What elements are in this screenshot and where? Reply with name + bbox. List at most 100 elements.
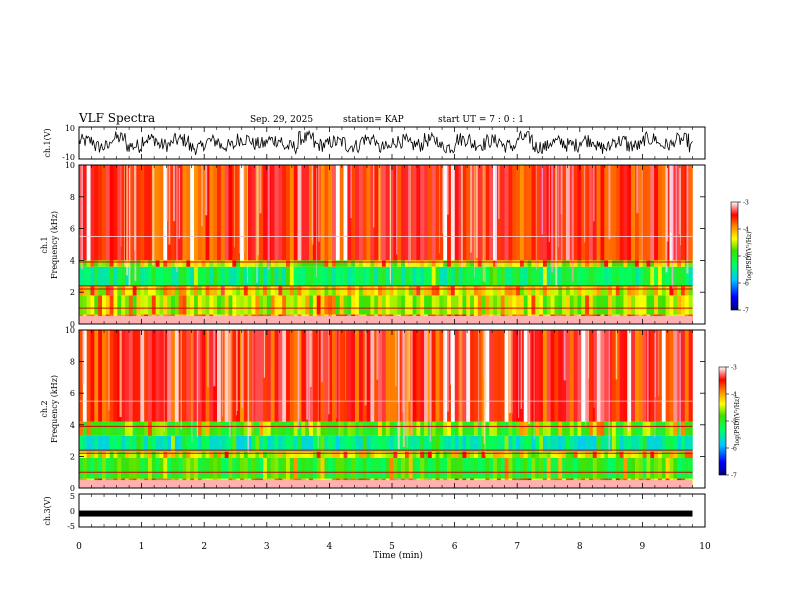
- ch1-spec-band-3-cell: [512, 266, 517, 286]
- ch2-spec-band-3-cell: [661, 435, 666, 452]
- ch1-spec-band-4-cell: [109, 260, 114, 267]
- ch1-spec-band-3-cell: [523, 266, 528, 286]
- ch2-spec-band-3-cell: [274, 435, 279, 452]
- ch2-spec-band-1-cell: [677, 457, 682, 479]
- ch2-spec-band-5-cell: [638, 330, 643, 422]
- ch2-spec-band-3-cell: [500, 435, 505, 452]
- ch2-spec-band-5-cell: [316, 330, 321, 422]
- ch2-spec-band-1-cell: [401, 457, 406, 479]
- ch2-spec-band-5-cell: [105, 330, 110, 422]
- ch1-spec-band-1-cell: [485, 295, 490, 315]
- ch1-spec-streak: [256, 165, 259, 256]
- ch1-spec-band-1-cell: [220, 295, 225, 315]
- ch1-waveform-line: [78, 129, 693, 155]
- ch1-spec-band-3-cell: [439, 266, 444, 286]
- ch2-spec-band-2-cell: [251, 451, 256, 458]
- ch1-spec-band-3-cell: [289, 266, 295, 286]
- ch1-spec-band-5-cell: [94, 165, 99, 261]
- ch1-ytick-top: 10: [65, 124, 75, 133]
- ch2-spec-band-1-cell: [512, 457, 517, 479]
- ch2-spec-band-1-cell: [167, 457, 172, 479]
- ch2-spec-band-5-cell: [542, 330, 548, 422]
- ch1-spec-band-1-cell: [247, 295, 252, 315]
- ch1-spec-band-4-cell: [646, 260, 651, 267]
- ch2-spec-band-3-cell: [297, 435, 302, 452]
- ch2-spec-band-5-cell: [148, 330, 153, 422]
- ch2-spec-band-5-cell: [619, 330, 624, 422]
- ch1-spec-band-4-cell: [623, 260, 628, 267]
- ch2-spec-band-1-cell: [650, 457, 655, 479]
- ch1-spec-band-2-cell: [339, 285, 344, 296]
- ch2-spec-band-5-cell: [109, 330, 114, 422]
- ch1-spec-band-5-cell: [98, 165, 103, 261]
- ch2-spec-band-2-cell: [412, 451, 417, 458]
- ch1-spec-band-3-cell: [619, 266, 624, 286]
- ch1-spec-streak: [315, 165, 317, 277]
- ch2-spec-band-5-cell: [677, 330, 682, 422]
- ch1-spec-band-1-cell: [335, 295, 341, 315]
- ch1-spec-band-1-cell: [389, 295, 394, 315]
- ch2-spec-streak: [460, 330, 462, 423]
- ch2-spec-streak: [443, 330, 445, 425]
- ch2-spec-band-3-cell: [240, 435, 245, 452]
- ch1-spec-band-3-cell: [473, 266, 479, 286]
- ch2-spec-band-5-cell: [286, 330, 291, 422]
- ch1-spec-band-2-cell: [424, 285, 429, 296]
- ch2-spec-band-1-cell: [205, 457, 210, 479]
- ch2-spec-band-1-cell: [370, 457, 375, 479]
- ch1-spec-band-1-cell: [148, 295, 153, 315]
- ch2-spec-streak: [528, 330, 531, 425]
- ch1-spec-band-3-cell: [236, 266, 241, 286]
- ch2-spec-band-5-cell: [592, 330, 597, 422]
- ch2-spec-band-4-cell: [136, 421, 141, 436]
- ch2-spec-band-2-cell: [577, 451, 582, 458]
- ch1-spec-band-1-cell: [531, 295, 536, 315]
- ch1-spec-band-3-cell: [600, 266, 605, 286]
- ch1-spec-band-2-cell: [251, 285, 256, 296]
- ch2-spec-band-5-cell: [167, 330, 172, 422]
- ch1-spec-band-4-cell: [309, 260, 314, 267]
- ch1-spec-band-3-cell: [197, 266, 202, 286]
- ch2-spec-band-5-cell: [473, 330, 479, 422]
- ch1-spec-band-3-cell: [301, 266, 306, 286]
- ch1-spec-band-5-cell: [228, 165, 233, 261]
- ch1-spec-band-1-cell: [94, 295, 99, 315]
- ch1-spec-band-3-cell: [259, 266, 264, 286]
- ch1-spec-band-5-cell: [309, 165, 314, 261]
- ch1-spec-band-1-cell: [224, 295, 229, 315]
- figure-title: VLF Spectra: [78, 111, 155, 125]
- ch2-spec-band-1-cell: [278, 457, 283, 479]
- ch1-spec-band-4-cell: [504, 260, 509, 267]
- ch2-spec-band-2-cell: [82, 451, 87, 458]
- ch2-spec-band-3-cell: [243, 435, 248, 452]
- ch2-spec-band-3-cell: [136, 435, 141, 452]
- ch1-spec-streak: [541, 165, 544, 235]
- ch1-spec-band-4-cell: [454, 260, 459, 267]
- ch2-spec-band-2-cell: [650, 451, 655, 458]
- ch1-spec-band-5-cell: [381, 165, 387, 261]
- ch2-spec-band-3-cell: [420, 435, 425, 452]
- ch2-spec-band-2-cell: [427, 451, 433, 458]
- ch1-spec-band-1-cell: [320, 295, 325, 315]
- ch2-spectrogram-heatmap: [79, 330, 693, 488]
- ch1-spec-band-4-cell: [546, 260, 551, 267]
- ch1-spec-band-2-cell: [654, 285, 659, 296]
- ch1-spec-band-2-cell: [680, 285, 686, 296]
- ch2-spec-band-2-cell: [148, 451, 153, 458]
- ch2-spec-band-2-cell: [565, 451, 571, 458]
- ch1-spec-band-3-cell: [516, 266, 521, 286]
- ch1-spec-band-5-cell: [401, 165, 406, 261]
- ch2-spec-band-2-cell: [631, 451, 636, 458]
- ch2-spec-band-3-cell: [312, 435, 318, 452]
- ch1-spec-band-3-cell: [408, 266, 413, 286]
- ch1-spec-band-5-cell: [82, 165, 87, 261]
- ch1-spec-band-3-cell: [324, 266, 329, 286]
- ch2-spec-band-1-cell: [470, 457, 475, 479]
- ch2-spec-band-2-cell: [128, 451, 133, 458]
- ch1-spec-band-4-cell: [293, 260, 298, 267]
- ch1-spec-band-5-cell: [190, 165, 195, 261]
- ch1-spec-band-5-cell: [335, 165, 341, 261]
- ch1-spec-band-3-cell: [404, 266, 410, 286]
- ch2-spec-band-5-cell: [121, 330, 126, 422]
- ch1-spec-band-4-cell: [638, 260, 643, 267]
